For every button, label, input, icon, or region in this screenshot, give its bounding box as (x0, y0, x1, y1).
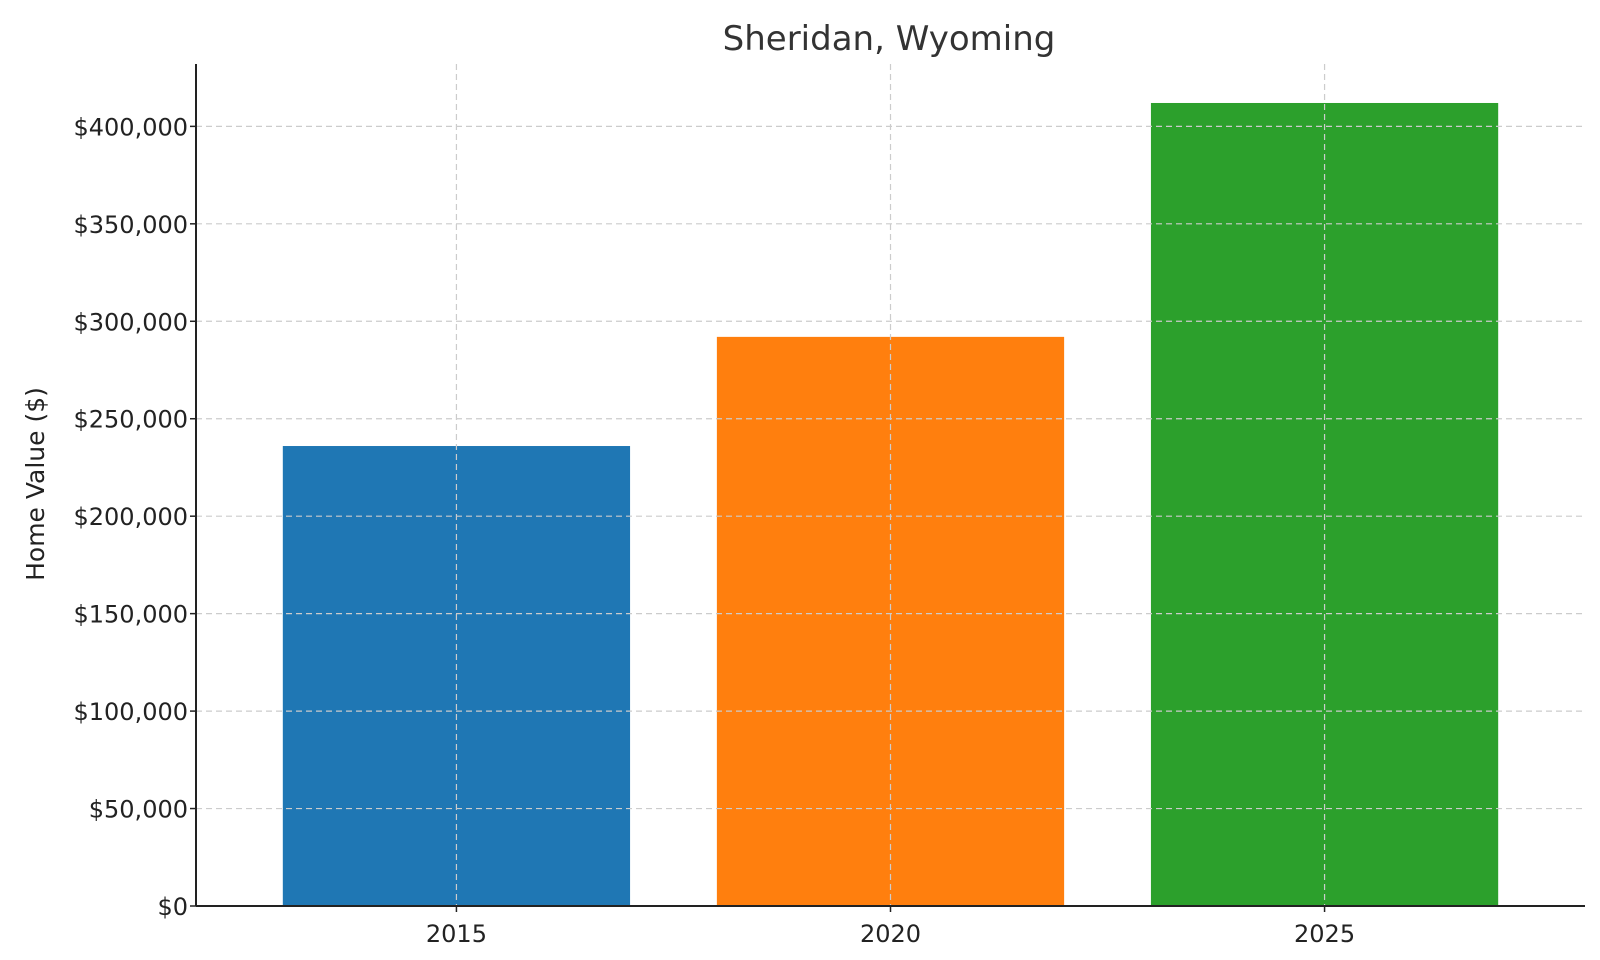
y-tick-labels: $0 $50,000 $100,000 $150,000 $200,000 $250,00… (73, 113, 196, 921)
x-tick-labels: 2015 2020 2025 (426, 906, 1355, 948)
bars (282, 102, 1499, 906)
y-tick-label: $50,000 (89, 796, 188, 824)
y-tick-label: $400,000 (73, 113, 188, 141)
y-tick-label: $200,000 (73, 503, 188, 531)
chart-title: Sheridan, Wyoming (723, 19, 1056, 59)
x-tick-label: 2015 (426, 920, 487, 948)
y-tick-label: $250,000 (73, 406, 188, 434)
bar-2020 (716, 336, 1065, 906)
y-tick-label: $0 (157, 893, 188, 921)
grid (196, 64, 1585, 907)
x-tick-label: 2020 (860, 920, 921, 948)
y-tick-label: $350,000 (73, 211, 188, 239)
y-tick-label: $300,000 (73, 308, 188, 336)
y-axis-label: Home Value ($) (21, 387, 50, 581)
y-tick-label: $150,000 (73, 601, 188, 629)
x-tick-label: 2025 (1294, 920, 1355, 948)
y-tick-label: $100,000 (73, 698, 188, 726)
